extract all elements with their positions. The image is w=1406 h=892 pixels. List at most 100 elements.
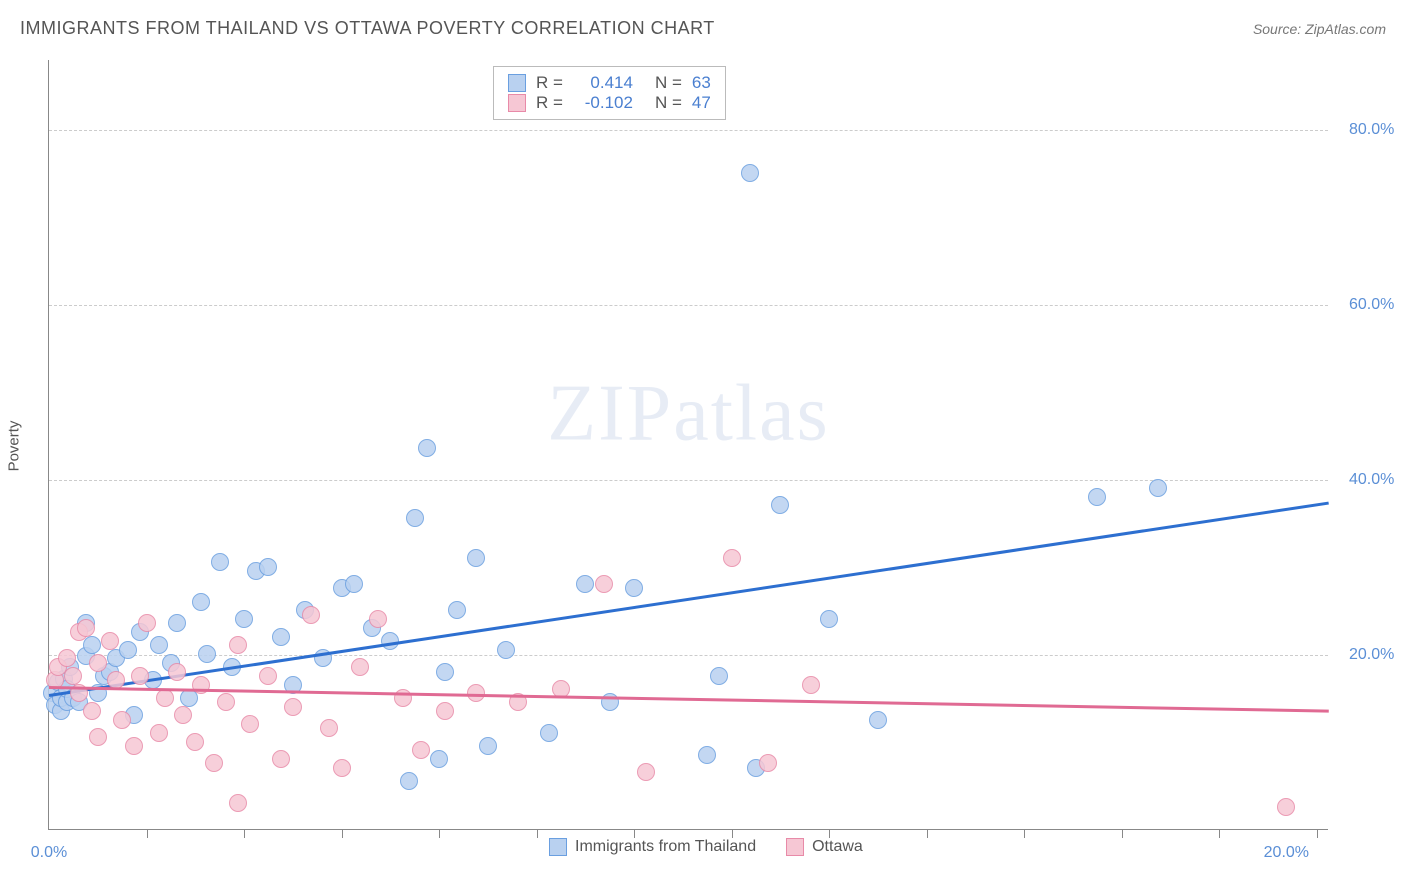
scatter-point xyxy=(284,698,302,716)
y-tick-label: 60.0% xyxy=(1349,296,1394,314)
gridline xyxy=(49,305,1328,306)
r-label: R = xyxy=(536,93,563,113)
scatter-point xyxy=(412,741,430,759)
x-tick-mark xyxy=(1219,830,1220,838)
scatter-point xyxy=(150,636,168,654)
x-tick-mark xyxy=(244,830,245,838)
scatter-point xyxy=(637,763,655,781)
scatter-point xyxy=(89,654,107,672)
scatter-point xyxy=(192,593,210,611)
source-credit: Source: ZipAtlas.com xyxy=(1253,21,1386,37)
scatter-point xyxy=(400,772,418,790)
x-tick-mark xyxy=(1122,830,1123,838)
scatter-point xyxy=(168,614,186,632)
x-tick-mark xyxy=(634,830,635,838)
scatter-point xyxy=(150,724,168,742)
source-label: Source: xyxy=(1253,21,1301,37)
scatter-point xyxy=(406,509,424,527)
scatter-point xyxy=(272,628,290,646)
scatter-point xyxy=(125,737,143,755)
y-axis-label: Poverty xyxy=(6,421,23,472)
scatter-point xyxy=(448,601,466,619)
scatter-point xyxy=(320,719,338,737)
legend-swatch xyxy=(786,838,804,856)
scatter-point xyxy=(1149,479,1167,497)
stats-legend: R = 0.414 N = 63R = -0.102 N = 47 xyxy=(493,66,726,120)
stats-row: R = -0.102 N = 47 xyxy=(508,93,711,113)
scatter-point xyxy=(174,706,192,724)
scatter-point xyxy=(741,164,759,182)
gridline xyxy=(49,130,1328,131)
y-tick-label: 80.0% xyxy=(1349,121,1394,139)
legend-swatch xyxy=(549,838,567,856)
legend-item: Immigrants from Thailand xyxy=(549,838,756,856)
series-legend: Immigrants from Thailand Ottawa xyxy=(549,838,863,856)
scatter-point xyxy=(497,641,515,659)
scatter-point xyxy=(198,645,216,663)
scatter-point xyxy=(217,693,235,711)
scatter-point xyxy=(698,746,716,764)
scatter-point xyxy=(771,496,789,514)
scatter-point xyxy=(58,649,76,667)
scatter-point xyxy=(83,702,101,720)
scatter-point xyxy=(156,689,174,707)
scatter-point xyxy=(351,658,369,676)
legend-swatch xyxy=(508,74,526,92)
gridline xyxy=(49,655,1328,656)
scatter-point xyxy=(272,750,290,768)
scatter-point xyxy=(467,549,485,567)
scatter-point xyxy=(235,610,253,628)
scatter-point xyxy=(302,606,320,624)
r-label: R = xyxy=(536,73,563,93)
n-label: N = xyxy=(655,93,682,113)
title-bar: IMMIGRANTS FROM THAILAND VS OTTAWA POVER… xyxy=(20,18,1386,39)
scatter-point xyxy=(64,667,82,685)
scatter-point xyxy=(241,715,259,733)
x-tick-mark xyxy=(439,830,440,838)
scatter-point xyxy=(186,733,204,751)
n-value: 63 xyxy=(692,73,711,93)
scatter-point xyxy=(119,641,137,659)
x-tick-mark xyxy=(537,830,538,838)
x-tick-mark xyxy=(829,830,830,838)
gridline xyxy=(49,480,1328,481)
scatter-point xyxy=(138,614,156,632)
source-name: ZipAtlas.com xyxy=(1305,21,1386,37)
x-tick-label: 0.0% xyxy=(31,844,67,862)
scatter-point xyxy=(259,558,277,576)
legend-swatch xyxy=(508,94,526,112)
scatter-point xyxy=(131,667,149,685)
n-value: 47 xyxy=(692,93,711,113)
scatter-point xyxy=(333,759,351,777)
scatter-point xyxy=(710,667,728,685)
scatter-point xyxy=(89,728,107,746)
r-value: -0.102 xyxy=(573,93,633,113)
scatter-point xyxy=(229,794,247,812)
legend-item: Ottawa xyxy=(786,838,863,856)
scatter-point xyxy=(1277,798,1295,816)
scatter-point xyxy=(430,750,448,768)
x-tick-mark xyxy=(1024,830,1025,838)
scatter-point xyxy=(820,610,838,628)
x-tick-label: 20.0% xyxy=(1264,844,1309,862)
scatter-point xyxy=(576,575,594,593)
scatter-point xyxy=(479,737,497,755)
scatter-point xyxy=(369,610,387,628)
scatter-point xyxy=(113,711,131,729)
trend-line xyxy=(49,686,1329,712)
plot-wrap: ZIPatlas 20.0%40.0%60.0%80.0%0.0%20.0%R … xyxy=(48,60,1328,830)
scatter-point xyxy=(540,724,558,742)
scatter-point xyxy=(418,439,436,457)
scatter-point xyxy=(77,619,95,637)
y-tick-label: 40.0% xyxy=(1349,471,1394,489)
scatter-point xyxy=(595,575,613,593)
trend-line xyxy=(49,502,1329,697)
scatter-point xyxy=(869,711,887,729)
scatter-point xyxy=(205,754,223,772)
scatter-point xyxy=(229,636,247,654)
scatter-point xyxy=(1088,488,1106,506)
r-value: 0.414 xyxy=(573,73,633,93)
x-tick-mark xyxy=(147,830,148,838)
scatter-point xyxy=(345,575,363,593)
stats-row: R =0.414N =63 xyxy=(508,73,711,93)
